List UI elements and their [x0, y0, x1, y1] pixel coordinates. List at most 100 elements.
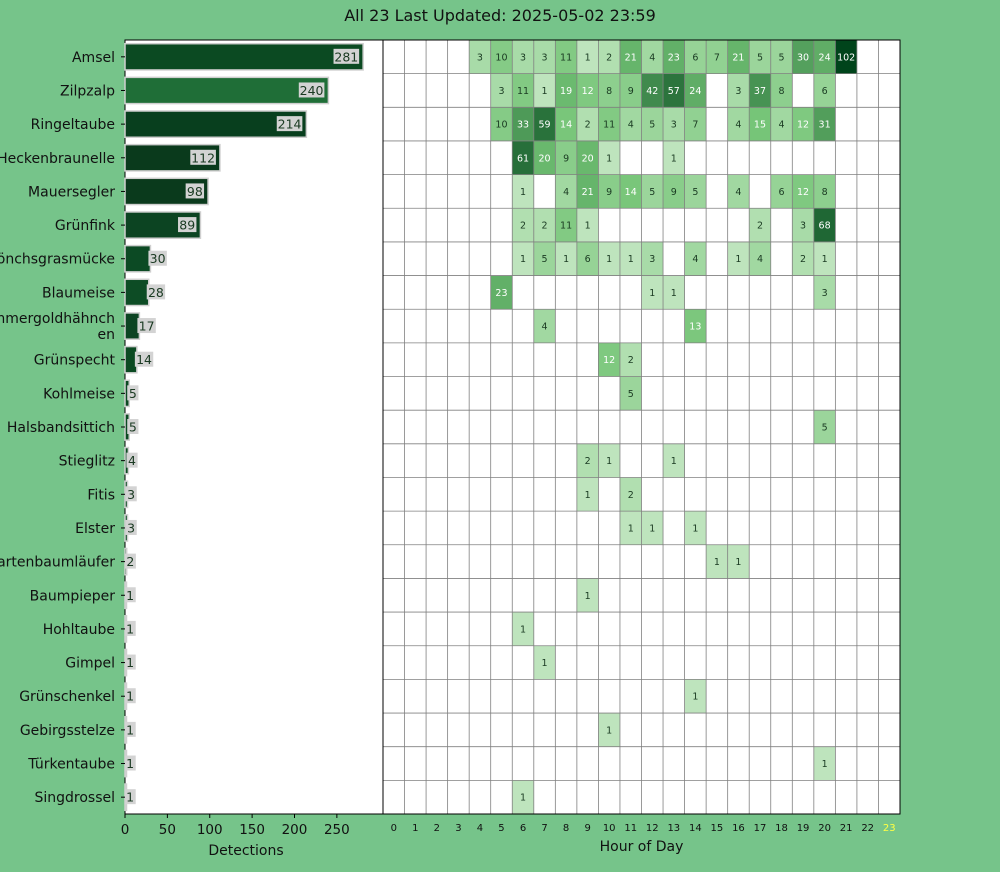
hour-tick-label: 11: [624, 823, 637, 834]
heatmap-cell: [619, 241, 642, 276]
heatmap-cell: [813, 174, 836, 209]
bar-value-label: 1: [126, 655, 134, 670]
heatmap-cell: [813, 275, 836, 310]
heatmap-cell-label: 5: [692, 187, 698, 198]
heatmap-cell-label: 1: [822, 759, 828, 770]
bar-value-label: 30: [150, 251, 166, 266]
heatmap-cell: [533, 40, 556, 74]
x-tick-label: 100: [197, 822, 223, 838]
heatmap-cell-label: 1: [649, 523, 655, 534]
y-tick-label: Baumpieper: [30, 588, 116, 604]
bar-value-label: 240: [300, 83, 324, 98]
bar: [124, 312, 141, 340]
y-tick-label-line: Gimpel: [65, 656, 115, 672]
heatmap-cell-label: 1: [822, 254, 828, 265]
heatmap-cell: [576, 443, 599, 478]
heatmap-cell: [749, 40, 771, 74]
heatmap-cell-label: 1: [606, 725, 612, 736]
bar-value-label: 1: [126, 790, 134, 805]
heatmap-cell: [555, 208, 577, 242]
heatmap-cell-label: 4: [563, 187, 569, 198]
heatmap-cell: [813, 73, 836, 108]
y-tick-label: Hohltaube: [43, 622, 115, 638]
heatmap-cell-label: 9: [606, 187, 612, 198]
heatmap-cell-label: 1: [542, 86, 548, 97]
hour-tick-label: 17: [754, 823, 767, 834]
x-tick-label: 50: [159, 822, 176, 838]
heatmap-cell-label: 2: [585, 120, 591, 131]
heatmap-cell: [533, 107, 556, 141]
heatmap-cell: [727, 544, 750, 579]
heatmap-cell: [749, 241, 771, 276]
heatmap-cell-label: 2: [606, 52, 612, 63]
heatmap-cell-label: 59: [539, 120, 551, 131]
hour-tick-label: 4: [477, 823, 483, 834]
bar-value-label-bg: [190, 149, 216, 165]
bar-value-label: 1: [126, 689, 134, 704]
heatmap-cell-label: 2: [628, 355, 634, 366]
heatmap-cell: [598, 342, 620, 377]
y-tick-label: Mönchsgrasmücke: [0, 252, 115, 268]
heatmap-cell: [533, 241, 556, 276]
bar-value-label: 1: [126, 621, 134, 636]
heatmap-cell-label: 6: [778, 187, 784, 198]
heatmap-cell-label: 68: [819, 221, 831, 232]
y-tick-label: Ringeltaube: [31, 117, 115, 133]
heatmap-cell-label: 6: [692, 52, 698, 63]
bar-value-label-bg: [125, 486, 137, 502]
heatmap-cell-label: 21: [582, 187, 594, 198]
bar-value-label: 5: [129, 420, 137, 435]
heatmap-cell: [706, 544, 728, 579]
heatmap-cell: [598, 140, 620, 175]
y-tick-label-line: Heckenbraunelle: [0, 151, 115, 167]
heatmap-cell-label: 3: [498, 86, 504, 97]
heatmap-cell-label: 10: [495, 52, 507, 63]
heatmap-cell: [641, 107, 664, 141]
heatmap-cell-label: 1: [714, 557, 720, 568]
heatmap-cell-label: 2: [628, 490, 634, 501]
y-tick-label-line: Gebirgsstelze: [20, 723, 115, 739]
heatmap-cell: [533, 645, 556, 680]
hour-tick-label: 13: [667, 823, 680, 834]
bar-value-label: 5: [129, 386, 137, 401]
heatmap-cell-label: 14: [560, 120, 572, 131]
bar-value-label: 1: [126, 756, 134, 771]
bar-value-label-bg: [185, 183, 205, 199]
heatmap-cell: [533, 309, 556, 343]
heatmap-cell: [555, 241, 577, 276]
y-tick-label-line: Kohlmeise: [43, 386, 115, 402]
heatmap-cell-label: 102: [837, 52, 855, 63]
y-tick-label-line: en: [98, 327, 116, 343]
bar: [124, 244, 152, 273]
heatmap-cell-label: 1: [520, 793, 526, 804]
y-tick-label-line: Halsbandsittich: [7, 420, 115, 436]
bar-value-label-bg: [124, 553, 136, 569]
bar-value-label: 112: [191, 150, 215, 165]
heatmap-cell-label: 1: [542, 658, 548, 669]
heatmap-cell-label: 8: [606, 86, 612, 97]
heatmap-cell-label: 1: [585, 490, 591, 501]
heatmap-cell: [555, 107, 577, 141]
heatmap-x-axis-label: Hour of Day: [600, 839, 684, 855]
heatmap-cell: [512, 174, 534, 209]
y-tick-label-line: Baumpieper: [30, 588, 116, 604]
y-tick-label: Halsbandsittich: [7, 420, 115, 436]
heatmap-cell: [792, 40, 814, 74]
heatmap-cell-label: 3: [520, 52, 526, 63]
heatmap-cell: [663, 275, 685, 310]
heatmap-cell-label: 1: [520, 187, 526, 198]
x-tick-label: 150: [239, 822, 265, 838]
bar: [124, 42, 364, 71]
heatmap-cell-label: 6: [585, 254, 591, 265]
heatmap-cell: [576, 241, 599, 276]
bar-value-label-bg: [148, 250, 167, 266]
heatmap-cell: [641, 73, 664, 108]
heatmap-cell-label: 8: [822, 187, 828, 198]
heatmap-cell-label: 1: [606, 153, 612, 164]
heatmap-cell-label: 11: [603, 120, 615, 131]
y-tick-label: Fitis: [87, 487, 115, 503]
heatmap-cell-label: 1: [520, 254, 526, 265]
bar-value-label: 2: [126, 554, 134, 569]
bar-value-label-bg: [126, 452, 138, 468]
bar-value-label-bg: [124, 721, 136, 737]
